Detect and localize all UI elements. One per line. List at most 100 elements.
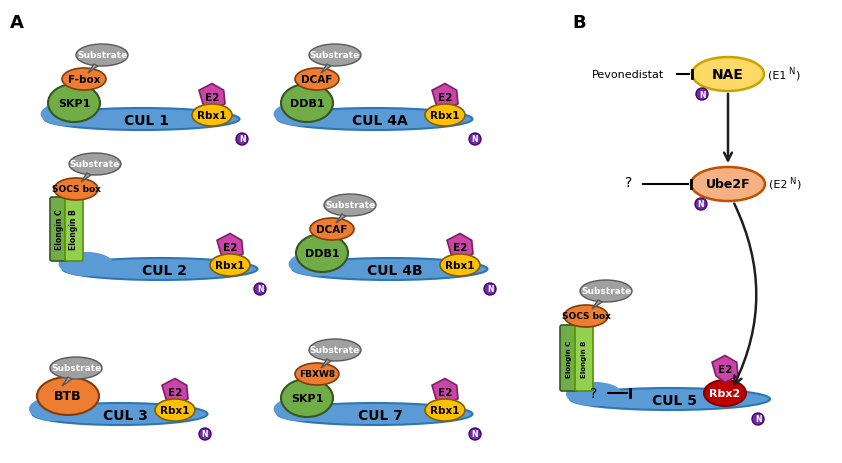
Ellipse shape [40, 103, 95, 127]
Ellipse shape [199, 428, 211, 440]
Text: E2: E2 [168, 387, 182, 397]
Text: CUL 5: CUL 5 [653, 393, 697, 407]
Ellipse shape [292, 258, 488, 281]
Text: Rbx1: Rbx1 [197, 111, 226, 121]
Ellipse shape [50, 357, 102, 379]
Text: N: N [487, 285, 493, 294]
Polygon shape [712, 356, 738, 383]
Text: ?: ? [625, 175, 632, 189]
Text: CUL 4B: CUL 4B [367, 263, 423, 277]
Text: Substrate: Substrate [581, 287, 632, 296]
Ellipse shape [324, 194, 376, 217]
Text: ): ) [795, 70, 799, 80]
Ellipse shape [704, 380, 746, 406]
Ellipse shape [580, 281, 632, 302]
Ellipse shape [62, 69, 106, 91]
FancyBboxPatch shape [575, 325, 593, 391]
Text: ): ) [796, 180, 801, 189]
Text: Substrate: Substrate [325, 201, 376, 210]
Text: SOCS box: SOCS box [562, 312, 610, 321]
Polygon shape [447, 234, 473, 261]
Text: Substrate: Substrate [77, 51, 127, 60]
Text: N: N [257, 285, 264, 294]
Text: N: N [788, 67, 794, 76]
Text: E2: E2 [438, 387, 452, 397]
Ellipse shape [296, 234, 348, 272]
Text: B: B [572, 14, 586, 32]
Text: Rbx1: Rbx1 [430, 111, 460, 121]
FancyBboxPatch shape [65, 198, 83, 262]
Ellipse shape [37, 377, 99, 415]
Ellipse shape [469, 428, 481, 440]
Ellipse shape [281, 379, 333, 417]
Polygon shape [217, 234, 243, 261]
Text: E2: E2 [223, 243, 237, 252]
Ellipse shape [254, 283, 266, 295]
Ellipse shape [236, 134, 248, 146]
Text: N: N [239, 135, 245, 144]
Ellipse shape [192, 105, 232, 127]
Ellipse shape [440, 255, 480, 276]
Ellipse shape [45, 109, 239, 131]
Text: DDB1: DDB1 [290, 99, 324, 109]
Text: Rbx1: Rbx1 [430, 405, 460, 415]
Ellipse shape [295, 69, 339, 91]
Ellipse shape [76, 45, 128, 67]
Ellipse shape [310, 219, 354, 240]
Ellipse shape [289, 252, 344, 276]
Ellipse shape [33, 403, 207, 425]
Text: Ube2F: Ube2F [706, 178, 750, 191]
Text: Rbx1: Rbx1 [445, 260, 475, 270]
Ellipse shape [278, 403, 472, 425]
Ellipse shape [278, 109, 472, 131]
Text: E2: E2 [453, 243, 467, 252]
Text: FBXW8: FBXW8 [299, 369, 335, 379]
Text: E2: E2 [718, 364, 733, 374]
Ellipse shape [309, 339, 361, 361]
Ellipse shape [155, 399, 195, 421]
Text: DDB1: DDB1 [305, 249, 339, 258]
Text: N: N [472, 430, 478, 438]
Text: CUL 4A: CUL 4A [352, 114, 408, 128]
Text: ?: ? [590, 386, 597, 400]
Polygon shape [336, 214, 346, 224]
Ellipse shape [691, 168, 765, 201]
Text: N: N [698, 200, 704, 209]
Text: E2: E2 [205, 93, 219, 103]
Ellipse shape [469, 134, 481, 146]
Ellipse shape [425, 105, 465, 127]
Text: Rbx1: Rbx1 [216, 260, 245, 270]
Text: Rbx2: Rbx2 [709, 388, 741, 398]
Ellipse shape [54, 179, 98, 200]
Ellipse shape [274, 103, 328, 127]
Ellipse shape [425, 399, 465, 421]
Text: A: A [10, 14, 24, 32]
Text: CUL 3: CUL 3 [103, 408, 147, 422]
Ellipse shape [564, 305, 608, 327]
Ellipse shape [566, 382, 622, 406]
Text: CUL 7: CUL 7 [358, 408, 402, 422]
Polygon shape [592, 300, 602, 309]
Text: Substrate: Substrate [51, 364, 101, 373]
Ellipse shape [281, 85, 333, 123]
Text: BTB: BTB [54, 390, 82, 403]
Ellipse shape [752, 413, 764, 425]
Ellipse shape [62, 258, 258, 281]
Ellipse shape [29, 397, 78, 421]
Text: E2: E2 [438, 93, 452, 103]
Polygon shape [199, 84, 225, 111]
Polygon shape [432, 84, 458, 111]
Text: N: N [472, 135, 478, 144]
Text: CUL 1: CUL 1 [125, 114, 169, 128]
Text: N: N [699, 90, 706, 99]
Ellipse shape [48, 85, 100, 123]
Text: N: N [789, 177, 796, 186]
Text: DCAF: DCAF [301, 75, 333, 85]
Ellipse shape [692, 58, 764, 92]
Ellipse shape [570, 388, 770, 410]
Text: SKP1: SKP1 [290, 393, 323, 403]
FancyBboxPatch shape [50, 198, 68, 262]
Text: Elongin B: Elongin B [70, 209, 78, 250]
Polygon shape [162, 379, 188, 406]
Ellipse shape [484, 283, 496, 295]
